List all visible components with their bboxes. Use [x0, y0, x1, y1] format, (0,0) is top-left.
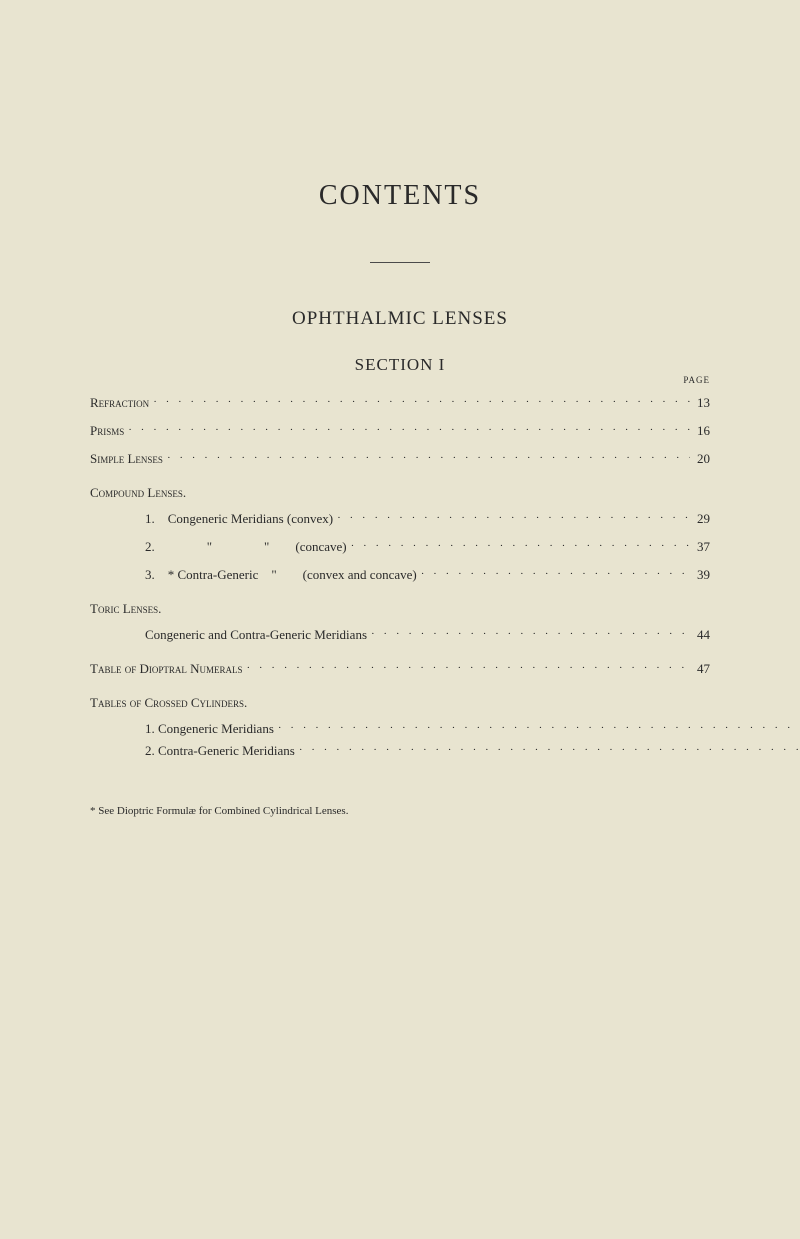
- toc-page: 20: [690, 451, 710, 467]
- toc-page: 16: [690, 423, 710, 439]
- toc-page: 37: [690, 539, 710, 555]
- toc-block: Refraction 13 Prisms 16 Simple Lenses 20…: [90, 395, 710, 765]
- toc-page: 47: [690, 661, 710, 677]
- toc-label: Refraction: [90, 395, 149, 411]
- toc-heading-toric: Toric Lenses.: [90, 601, 710, 617]
- leader-dots: [149, 396, 690, 408]
- toc-entry-simple-lenses: Simple Lenses 20: [90, 451, 710, 467]
- toc-entry-dioptral: Table of Dioptral Numerals 47: [90, 661, 710, 677]
- toc-entry-crossed-2: 2. Contra-Generic Meridians: [90, 743, 800, 759]
- toc-label: Congeneric and Contra-Generic Meridians: [145, 627, 367, 643]
- leader-dots: [333, 512, 690, 524]
- toc-label: 1. Congeneric Meridians: [145, 721, 274, 737]
- page-column-label: PAGE: [90, 375, 710, 385]
- contents-title: CONTENTS: [90, 180, 710, 212]
- toc-page: 29: [690, 511, 710, 527]
- toc-label: Table of Dioptral Numerals: [90, 661, 242, 677]
- toc-label: 2. " " (concave): [145, 539, 347, 555]
- toc-label: Simple Lenses: [90, 451, 163, 467]
- leader-dots: [367, 628, 690, 640]
- toc-entry-compound-2: 2. " " (concave) 37: [90, 539, 710, 555]
- toc-entry-refraction: Refraction 13: [90, 395, 710, 411]
- toc-label: Prisms: [90, 423, 124, 439]
- leader-dots: [417, 568, 690, 580]
- toc-entry-crossed-1: 1. Congeneric Meridians: [90, 721, 800, 737]
- toc-entry-compound-3: 3. * Contra-Generic " (convex and concav…: [90, 567, 710, 583]
- toc-entry-prisms: Prisms 16: [90, 423, 710, 439]
- section-subtitle: SECTION I: [90, 355, 710, 375]
- section-title: OPHTHALMIC LENSES: [90, 308, 710, 330]
- toc-brace-group: 1. Congeneric Meridians 2. Contra-Generi…: [90, 721, 710, 765]
- toc-page: 13: [690, 395, 710, 411]
- toc-label: 3. * Contra-Generic " (convex and concav…: [145, 567, 417, 583]
- leader-dots: [242, 662, 690, 674]
- toc-heading-crossed: Tables of Crossed Cylinders.: [90, 695, 710, 711]
- toc-entry-toric-1: Congeneric and Contra-Generic Meridians …: [90, 627, 710, 643]
- toc-entry-compound-1: 1. Congeneric Meridians (convex) 29: [90, 511, 710, 527]
- leader-dots: [347, 540, 690, 552]
- leader-dots: [124, 424, 690, 436]
- leader-dots: [163, 452, 690, 464]
- divider-line: [370, 262, 430, 263]
- toc-label: 2. Contra-Generic Meridians: [145, 743, 295, 759]
- leader-dots: [274, 722, 800, 734]
- footnote: * See Dioptric Formulæ for Combined Cyli…: [90, 805, 710, 817]
- leader-dots: [295, 744, 800, 756]
- toc-page: 39: [690, 567, 710, 583]
- toc-page: 44: [690, 627, 710, 643]
- toc-label: 1. Congeneric Meridians (convex): [145, 511, 333, 527]
- toc-heading-compound: Compound Lenses.: [90, 485, 710, 501]
